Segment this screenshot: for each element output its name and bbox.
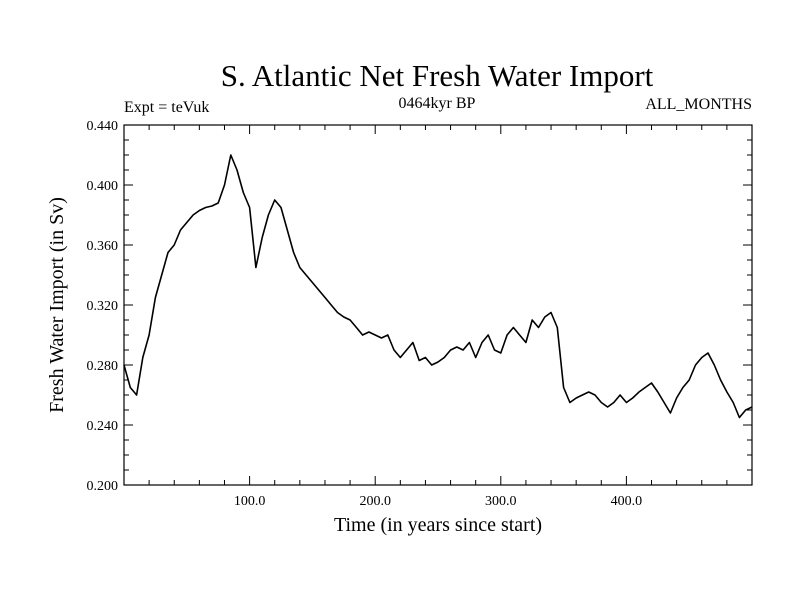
experiment-label: Expt = teVuk <box>124 99 209 116</box>
y-tick-label: 0.200 <box>87 479 119 494</box>
y-tick-label: 0.280 <box>87 359 119 374</box>
chart-title: S. Atlantic Net Fresh Water Import <box>221 58 654 93</box>
x-tick-label: 300.0 <box>485 494 517 509</box>
time-period-label: 0464kyr BP <box>399 95 476 112</box>
x-tick-label: 200.0 <box>359 494 391 509</box>
x-tick-label: 100.0 <box>234 494 266 509</box>
ticks-layer: 100.0 200.0 300.0 400.0 0.200 0.240 0.280 0.320… <box>87 119 753 509</box>
y-tick-label: 0.320 <box>87 299 119 314</box>
months-label: ALL_MONTHS <box>645 96 752 113</box>
plot-frame <box>123 124 753 486</box>
y-tick-label: 0.400 <box>87 179 119 194</box>
x-tick-label: 400.0 <box>611 494 643 509</box>
y-tick-label: 0.240 <box>87 419 119 434</box>
y-axis-label: Fresh Water Import (in Sv) <box>46 197 68 413</box>
series-line <box>123 154 753 419</box>
x-axis-label: Time (in years since start) <box>334 514 542 536</box>
y-tick-label: 0.440 <box>87 119 119 134</box>
y-tick-label: 0.360 <box>87 239 119 254</box>
series-layer <box>123 154 753 419</box>
